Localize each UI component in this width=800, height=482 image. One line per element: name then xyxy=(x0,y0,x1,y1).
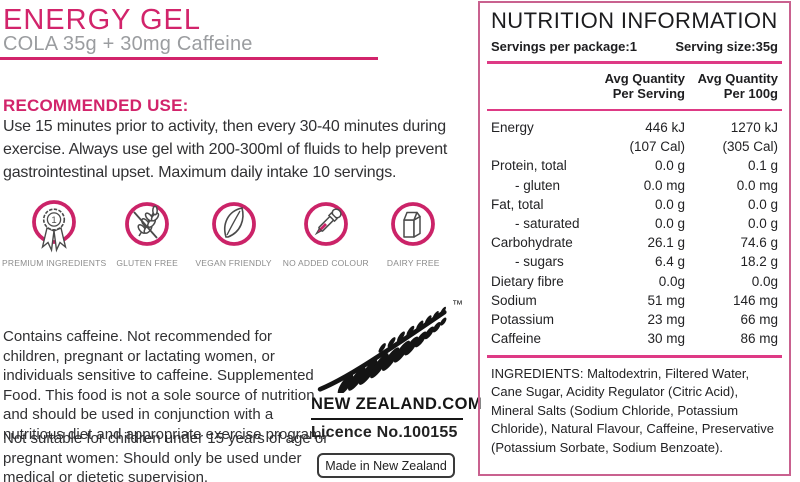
badge-label: VEGAN FRIENDLY xyxy=(195,258,272,268)
table-row: Caffeine 30 mg 86 mg xyxy=(491,331,778,347)
spacer xyxy=(491,71,597,102)
panel-divider-line xyxy=(487,108,782,111)
badge-label: PREMIUM INGREDIENTS xyxy=(2,258,107,268)
svg-text:1: 1 xyxy=(52,215,57,226)
badge-gluten-free: GLUTEN FREE xyxy=(106,198,188,268)
badge-label: GLUTEN FREE xyxy=(116,258,179,268)
badge-no-added-colour: NO ADDED COLOUR xyxy=(279,198,372,268)
serving-meta-row: Servings per package:1 Serving size:35g xyxy=(491,39,778,54)
badge-dairy-free: DAIRY FREE xyxy=(372,198,454,268)
badge-label: DAIRY FREE xyxy=(386,258,440,268)
made-in-new-zealand-badge: Made in New Zealand xyxy=(317,453,455,478)
fernmark-licence-block: ™ NEW ZEALAND.COM Licence No.100155 Made… xyxy=(311,299,482,478)
dropper-icon xyxy=(303,202,348,246)
nutrition-title: NUTRITION INFORMATION xyxy=(491,8,778,33)
table-row: (107 Cal) (305 Cal) xyxy=(629,139,778,155)
table-row: - sugars 6.4 g 18.2 g xyxy=(515,254,778,270)
ingredients-text: INGREDIENTS: Maltodextrin, Filtered Wate… xyxy=(491,365,774,455)
table-row: - saturated 0.0 g 0.0 g xyxy=(515,216,778,232)
caffeine-warning-text: Contains caffeine. Not recommended for c… xyxy=(3,328,326,443)
milk-carton-icon xyxy=(391,202,436,246)
wheat-crossed-icon xyxy=(125,202,170,246)
recommended-use-heading: RECOMMENDED USE: xyxy=(3,96,189,115)
table-row: Carbohydrate 26.1 g 74.6 g xyxy=(491,235,778,251)
product-title: ENERGY GEL xyxy=(3,4,202,36)
nutrition-panel: NUTRITION INFORMATION Servings per packa… xyxy=(478,1,791,476)
table-row: Sodium 51 mg 146 mg xyxy=(491,292,778,308)
leaf-icon xyxy=(211,202,256,246)
table-row: Fat, total 0.0 g 0.0 g xyxy=(491,196,778,212)
silver-fern-icon xyxy=(317,306,447,395)
serving-size: Serving size:35g xyxy=(675,39,778,54)
age-warning-text: Not suitable for children under 15 years… xyxy=(3,430,329,482)
pink-divider-line xyxy=(0,57,378,60)
panel-divider-line xyxy=(487,355,782,358)
certification-badges: 1 PREMIUM INGREDIENTS GLUTEN FRE xyxy=(2,198,454,268)
badge-premium-ingredients: 1 PREMIUM INGREDIENTS xyxy=(2,198,106,268)
per-100g-header: Avg Quantity Per 100g xyxy=(697,70,778,102)
table-column-headers: Avg Quantity Per Serving Avg Quantity Pe… xyxy=(491,71,778,102)
servings-per-package: Servings per package:1 xyxy=(491,39,637,54)
award-rosette-icon: 1 xyxy=(32,200,77,253)
table-row: Potassium 23 mg 66 mg xyxy=(491,312,778,328)
per-serving-header: Avg Quantity Per Serving xyxy=(604,70,685,102)
table-row: Protein, total 0.0 g 0.1 g xyxy=(491,158,778,174)
fern-logo-wrap: ™ xyxy=(311,299,463,395)
table-row: - gluten 0.0 mg 0.0 mg xyxy=(515,177,778,193)
nutrition-table: Energy 446 kJ 1270 kJ (107 Cal) (305 Cal… xyxy=(491,118,778,348)
badge-vegan-friendly: VEGAN FRIENDLY xyxy=(188,198,279,268)
table-row: Energy 446 kJ 1270 kJ xyxy=(491,120,778,135)
made-in-new-zealand-label: Made in New Zealand xyxy=(325,458,447,473)
product-flavour-subtitle: COLA 35g + 30mg Caffeine xyxy=(3,33,253,55)
licence-number: Licence No.100155 xyxy=(311,424,458,441)
table-row: Dietary fibre 0.0g 0.0g xyxy=(491,273,778,289)
trademark-symbol: ™ xyxy=(452,299,463,311)
newzealand-com-wordmark: NEW ZEALAND.COM xyxy=(311,395,482,420)
recommended-use-text: Use 15 minutes prior to activity, then e… xyxy=(3,118,448,181)
panel-divider-line xyxy=(487,61,782,64)
badge-label: NO ADDED COLOUR xyxy=(282,258,369,268)
